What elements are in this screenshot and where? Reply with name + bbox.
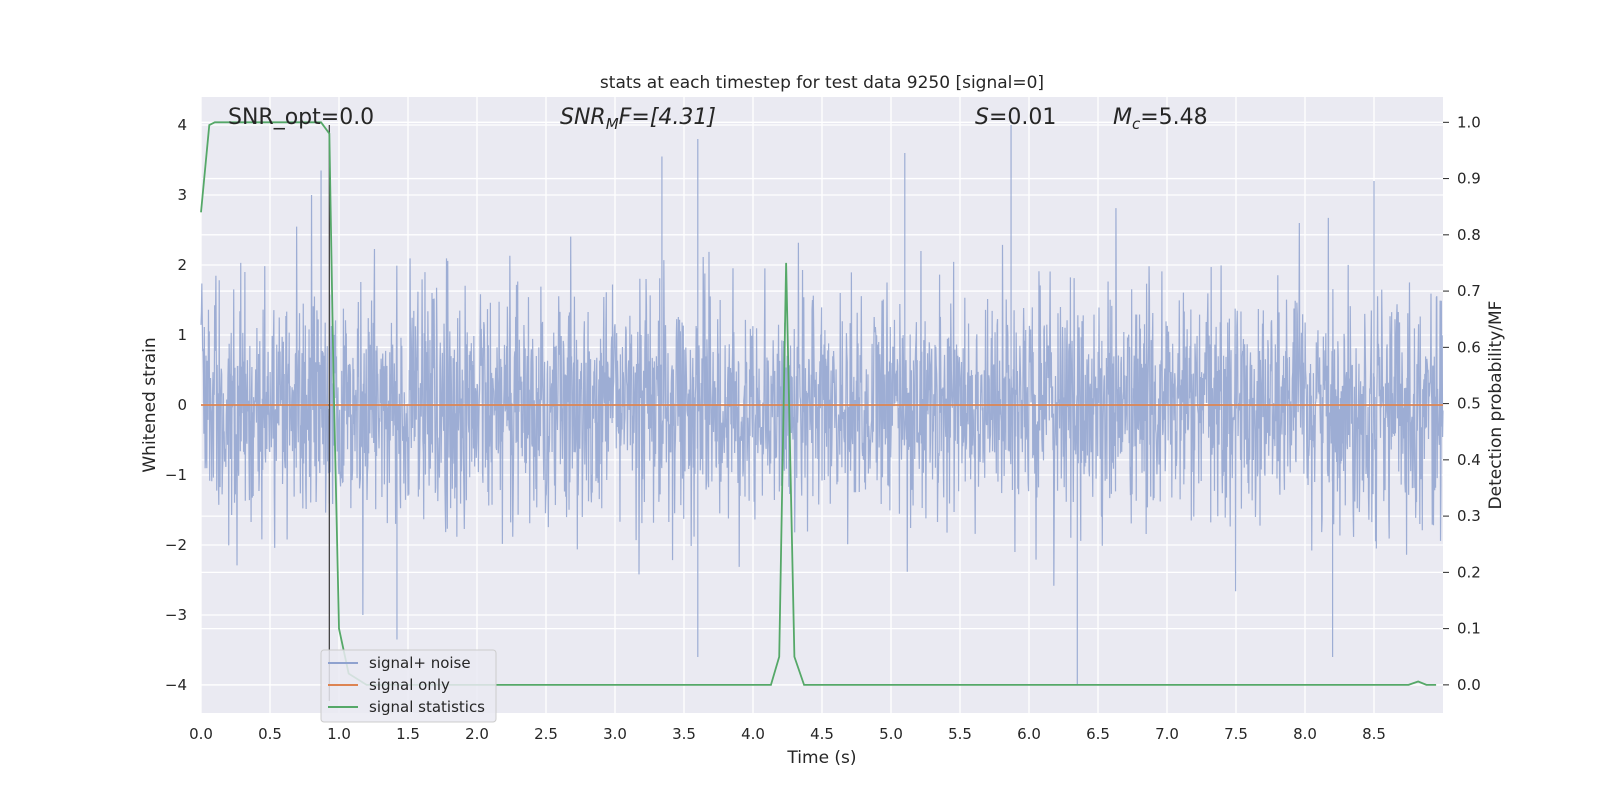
y-right-tick-label-5: 0.5	[1457, 395, 1481, 413]
y-tick-label-3: −1	[165, 466, 187, 484]
x-tick-label-13: 6.5	[1086, 725, 1110, 743]
y-right-tick-label-3: 0.3	[1457, 507, 1481, 525]
annotation-snr-mf: SNRMF=[4.31]	[560, 105, 716, 133]
y-axis-left: −4 −3 −2 −1 0 1 2 3 4	[165, 116, 187, 694]
y-axis-right-label: Detection probability/MF	[1486, 301, 1506, 510]
x-tick-label-5: 2.5	[534, 725, 558, 743]
chart-title: stats at each timestep for test data 925…	[600, 73, 1044, 93]
y-tick-label-0: −4	[165, 676, 187, 694]
annotation-snr-mf-rest: F=[4.31]	[619, 105, 716, 130]
x-tick-label-6: 3.0	[603, 725, 627, 743]
annotation-mc-base: M	[1113, 105, 1132, 130]
x-tick-label-12: 6.0	[1017, 725, 1041, 743]
annotation-s-base: S	[975, 105, 989, 130]
x-axis-label: Time (s)	[786, 748, 856, 768]
x-tick-label-4: 2.0	[465, 725, 489, 743]
x-tick-label-15: 7.5	[1224, 725, 1248, 743]
x-tick-label-14: 7.0	[1155, 725, 1179, 743]
y-right-tick-label-4: 0.4	[1457, 451, 1481, 469]
y-right-tick-label-9: 0.9	[1457, 170, 1481, 188]
annotation-snr-mf-base: SNR	[560, 105, 606, 130]
annotation-mc-rest: =5.48	[1140, 105, 1207, 130]
legend-label-signal-statistics: signal statistics	[369, 698, 485, 716]
x-tick-label-11: 5.5	[948, 725, 972, 743]
annotation-mc-sub: c	[1132, 115, 1141, 133]
x-tick-label-10: 5.0	[879, 725, 903, 743]
annotation-snr-mf-sub: M	[606, 115, 619, 133]
legend-box	[320, 649, 497, 723]
y-tick-label-5: 1	[177, 326, 187, 344]
y-right-tick-label-0: 0.0	[1457, 676, 1481, 694]
y-right-tick-label-2: 0.2	[1457, 563, 1481, 581]
y-tick-label-1: −3	[165, 606, 187, 624]
y-axis-label: Whitened strain	[140, 337, 160, 472]
x-tick-label-3: 1.5	[396, 725, 420, 743]
y-tick-label-6: 2	[177, 256, 187, 274]
legend-label-signal-noise: signal+ noise	[369, 654, 471, 672]
y-axis-right: 0.0 0.1 0.2 0.3 0.4 0.5 0.6 0.7 0.8 0.9 1.0	[1443, 113, 1481, 694]
y-tick-label-7: 3	[177, 186, 187, 204]
y-right-tick-label-7: 0.7	[1457, 282, 1481, 300]
x-tick-label-8: 4.0	[741, 725, 765, 743]
x-tick-label-0: 0.0	[189, 725, 213, 743]
y-tick-label-4: 0	[177, 396, 187, 414]
x-tick-label-1: 0.5	[258, 725, 282, 743]
noise-trace	[200, 125, 1444, 685]
x-tick-label-9: 4.5	[810, 725, 834, 743]
series-signal-noise	[200, 125, 1444, 685]
y-tick-label-2: −2	[165, 536, 187, 554]
y-right-tick-label-6: 0.6	[1457, 338, 1481, 356]
annotation-s: S=0.01	[975, 105, 1056, 130]
x-tick-label-7: 3.5	[672, 725, 696, 743]
y-right-tick-label-10: 1.0	[1457, 113, 1481, 131]
y-right-tick-label-8: 0.8	[1457, 226, 1481, 244]
y-tick-label-8: 4	[177, 116, 187, 134]
x-tick-label-2: 1.0	[327, 725, 351, 743]
x-tick-label-17: 8.5	[1362, 725, 1386, 743]
annotation-snr-opt: SNR_opt=0.0	[228, 105, 374, 130]
x-axis: 0.0 0.5 1.0 1.5 2.0 2.5 3.0 3.5 4.0 4.5 5.0 5.5 6.0 6…	[189, 725, 1386, 743]
legend-label-signal-only: signal only	[369, 676, 450, 694]
annotation-s-rest: =0.01	[989, 105, 1056, 130]
legend: signal+ noise signal only signal statist…	[320, 649, 497, 723]
y-right-tick-label-1: 0.1	[1457, 620, 1481, 638]
annotation-mc: Mc=5.48	[1113, 105, 1208, 133]
x-tick-label-16: 8.0	[1293, 725, 1317, 743]
